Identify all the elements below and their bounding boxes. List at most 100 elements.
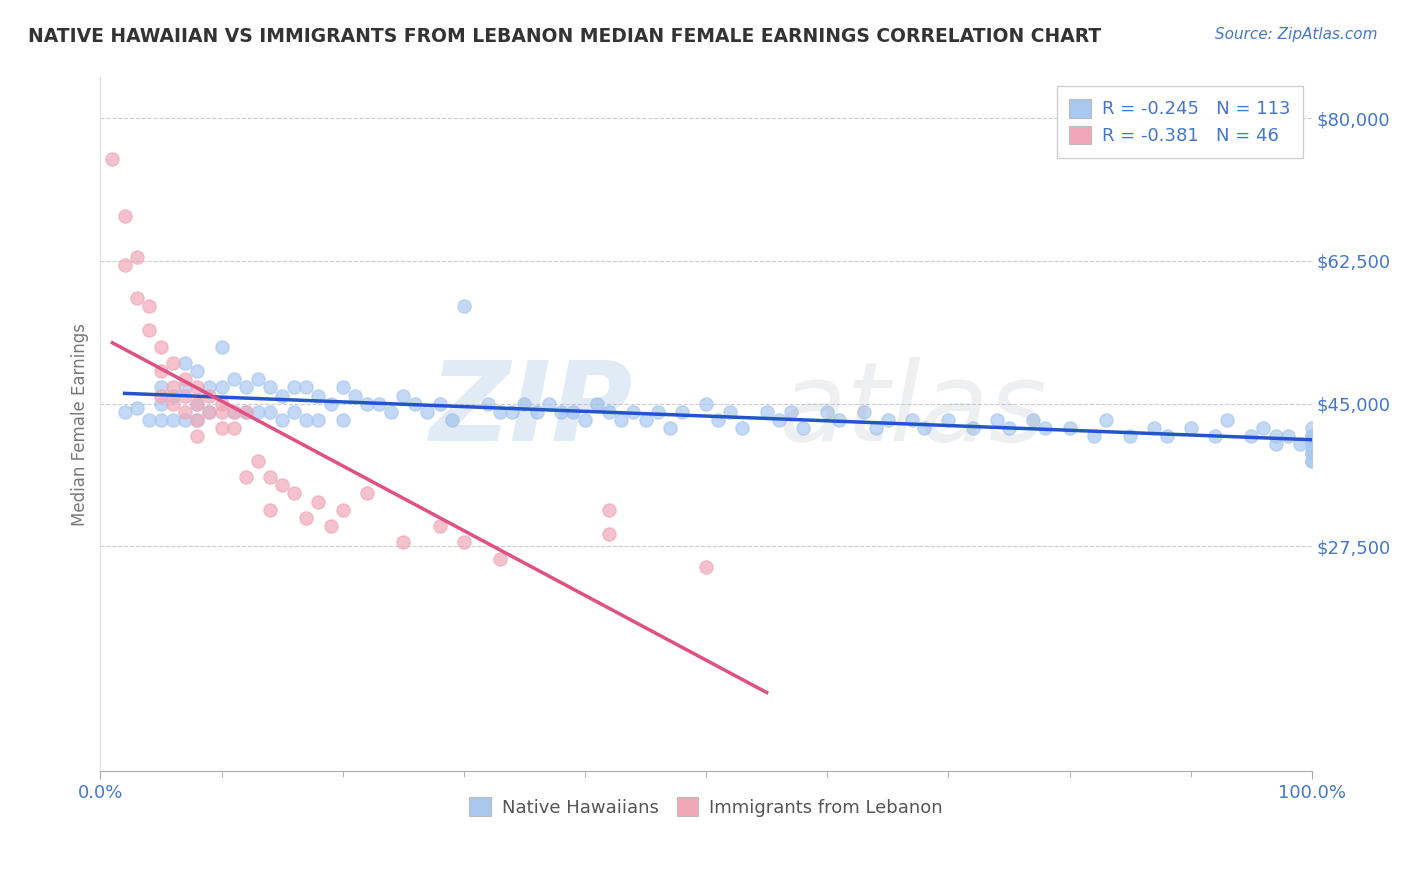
Point: [162, 397, 184, 411]
Point: [186, 413, 208, 427]
Point: [550, 405, 572, 419]
Point: [815, 405, 838, 419]
Point: [295, 413, 318, 427]
Point: [731, 421, 754, 435]
Point: [149, 397, 172, 411]
Point: [319, 397, 342, 411]
Point: [198, 405, 221, 419]
Point: [1240, 429, 1263, 443]
Point: [174, 372, 197, 386]
Point: [574, 413, 596, 427]
Point: [1253, 421, 1275, 435]
Point: [1059, 421, 1081, 435]
Point: [876, 413, 898, 427]
Point: [489, 551, 512, 566]
Point: [1301, 437, 1323, 451]
Point: [211, 405, 233, 419]
Point: [718, 405, 741, 419]
Point: [186, 429, 208, 443]
Point: [404, 397, 426, 411]
Point: [1095, 413, 1118, 427]
Point: [477, 397, 499, 411]
Point: [780, 405, 803, 419]
Point: [1143, 421, 1166, 435]
Point: [162, 413, 184, 427]
Point: [138, 413, 160, 427]
Point: [162, 356, 184, 370]
Point: [114, 258, 136, 272]
Point: [901, 413, 924, 427]
Point: [1301, 421, 1323, 435]
Point: [259, 502, 281, 516]
Point: [368, 397, 391, 411]
Point: [453, 535, 475, 549]
Point: [222, 421, 245, 435]
Point: [283, 380, 305, 394]
Point: [526, 405, 548, 419]
Point: [1022, 413, 1045, 427]
Point: [271, 478, 294, 492]
Point: [1301, 437, 1323, 451]
Point: [453, 299, 475, 313]
Point: [332, 413, 354, 427]
Point: [1301, 429, 1323, 443]
Point: [138, 323, 160, 337]
Point: [647, 405, 669, 419]
Point: [271, 413, 294, 427]
Point: [610, 413, 633, 427]
Point: [1301, 445, 1323, 459]
Point: [235, 405, 257, 419]
Point: [561, 405, 583, 419]
Point: [211, 380, 233, 394]
Point: [1301, 429, 1323, 443]
Point: [246, 405, 269, 419]
Point: [307, 388, 329, 402]
Point: [174, 356, 197, 370]
Point: [125, 291, 148, 305]
Point: [174, 405, 197, 419]
Point: [513, 397, 536, 411]
Point: [174, 380, 197, 394]
Point: [1301, 454, 1323, 468]
Point: [222, 405, 245, 419]
Point: [319, 519, 342, 533]
Point: [235, 405, 257, 419]
Point: [186, 380, 208, 394]
Text: atlas: atlas: [779, 357, 1047, 464]
Point: [356, 486, 378, 500]
Point: [598, 405, 620, 419]
Point: [125, 250, 148, 264]
Point: [259, 470, 281, 484]
Point: [1156, 429, 1178, 443]
Point: [222, 405, 245, 419]
Point: [938, 413, 960, 427]
Point: [125, 401, 148, 415]
Point: [186, 364, 208, 378]
Point: [198, 405, 221, 419]
Point: [101, 152, 124, 166]
Point: [1119, 429, 1142, 443]
Point: [283, 486, 305, 500]
Point: [343, 388, 366, 402]
Point: [440, 413, 463, 427]
Point: [246, 454, 269, 468]
Point: [501, 405, 523, 419]
Y-axis label: Median Female Earnings: Median Female Earnings: [72, 323, 89, 525]
Point: [162, 380, 184, 394]
Point: [695, 397, 717, 411]
Legend: Native Hawaiians, Immigrants from Lebanon: Native Hawaiians, Immigrants from Lebano…: [463, 790, 950, 824]
Point: [138, 299, 160, 313]
Point: [828, 413, 851, 427]
Point: [1216, 413, 1239, 427]
Point: [114, 405, 136, 419]
Point: [235, 470, 257, 484]
Text: Source: ZipAtlas.com: Source: ZipAtlas.com: [1215, 27, 1378, 42]
Point: [586, 397, 609, 411]
Point: [986, 413, 1008, 427]
Point: [1288, 437, 1310, 451]
Point: [271, 388, 294, 402]
Point: [1204, 429, 1226, 443]
Point: [998, 421, 1021, 435]
Point: [211, 340, 233, 354]
Point: [768, 413, 790, 427]
